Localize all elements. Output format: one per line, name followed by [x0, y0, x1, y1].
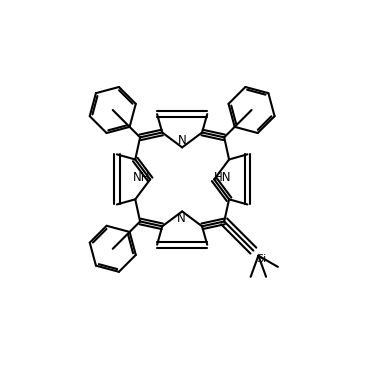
Text: Si: Si	[256, 255, 266, 265]
Text: N: N	[177, 212, 185, 225]
Text: HN: HN	[214, 171, 232, 184]
Text: NH: NH	[132, 171, 150, 184]
Text: N: N	[178, 134, 187, 147]
